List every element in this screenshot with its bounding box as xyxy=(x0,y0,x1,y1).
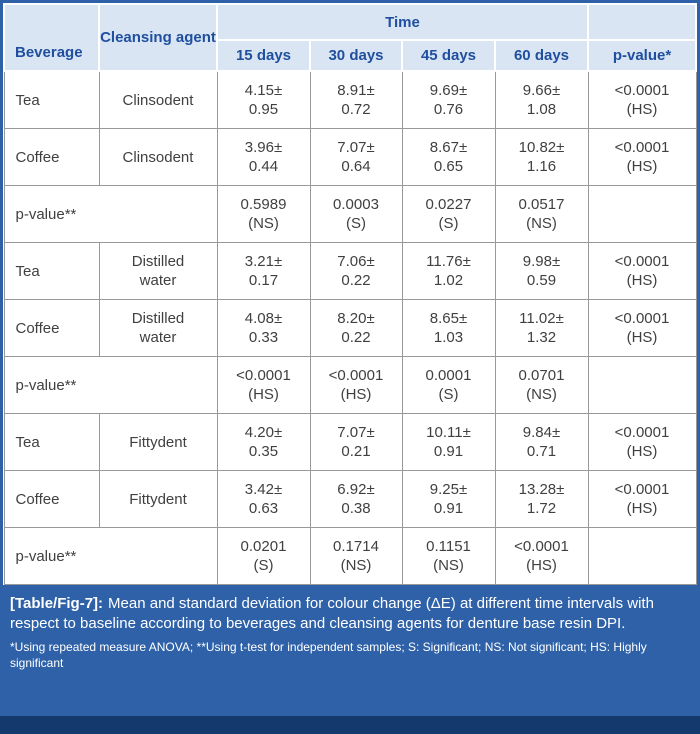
cell-value: 7.07± 0.64 xyxy=(309,128,403,186)
cell-agent: Clinsodent xyxy=(98,70,218,129)
cell-value: 8.65± 1.03 xyxy=(401,299,496,357)
cell-value: 0.1151 (NS) xyxy=(401,527,496,585)
header-45-days: 45 days xyxy=(401,39,496,72)
cell-value: 0.0517 (NS) xyxy=(494,185,589,243)
cell-value: 8.67± 0.65 xyxy=(401,128,496,186)
table-row-pvalue: p-value** <0.0001 (HS) <0.0001 (HS) 0.00… xyxy=(3,356,697,414)
table-body: Tea Clinsodent 4.15± 0.95 8.91± 0.72 9.6… xyxy=(3,70,697,585)
cell-value: 4.15± 0.95 xyxy=(216,70,311,129)
cell-value: 4.20± 0.35 xyxy=(216,413,311,471)
cell-agent: Clinsodent xyxy=(98,128,218,186)
cell-value: 11.02± 1.32 xyxy=(494,299,589,357)
cell-value: 7.06± 0.22 xyxy=(309,242,403,300)
header-row-top: Beverage Cleansing agent Time xyxy=(3,3,697,72)
cell-agent: Fittydent xyxy=(98,413,218,471)
cell-value: 6.92± 0.38 xyxy=(309,470,403,528)
cell-value: 3.96± 0.44 xyxy=(216,128,311,186)
cell-value: 10.82± 1.16 xyxy=(494,128,589,186)
cell-value: 9.84± 0.71 xyxy=(494,413,589,471)
cell-p-value xyxy=(587,527,697,585)
cell-p-value xyxy=(587,356,697,414)
cell-value: 0.0003 (S) xyxy=(309,185,403,243)
header-30-days: 30 days xyxy=(309,39,403,72)
header-time: Time xyxy=(216,3,589,41)
cell-value: 0.1714 (NS) xyxy=(309,527,403,585)
cell-value: 9.69± 0.76 xyxy=(401,70,496,129)
cell-value: <0.0001 (HS) xyxy=(309,356,403,414)
cell-value: 3.21± 0.17 xyxy=(216,242,311,300)
cell-p-value: <0.0001 (HS) xyxy=(587,242,697,300)
table-row: Coffee Clinsodent 3.96± 0.44 7.07± 0.64 … xyxy=(3,128,697,186)
cell-p-value: <0.0001 (HS) xyxy=(587,70,697,129)
cell-p-label: p-value** xyxy=(3,356,218,414)
cell-p-label: p-value** xyxy=(3,185,218,243)
cell-beverage: Tea xyxy=(3,413,100,471)
header-cleansing-agent: Cleansing agent xyxy=(98,3,218,72)
table-row: Tea Clinsodent 4.15± 0.95 8.91± 0.72 9.6… xyxy=(3,70,697,129)
cell-value: 8.91± 0.72 xyxy=(309,70,403,129)
cell-value: 4.08± 0.33 xyxy=(216,299,311,357)
cell-value: 7.07± 0.21 xyxy=(309,413,403,471)
cell-agent: Distilled water xyxy=(98,242,218,300)
cell-value: <0.0001 (HS) xyxy=(216,356,311,414)
header-beverage: Beverage xyxy=(3,3,100,72)
cell-value: <0.0001 (HS) xyxy=(494,527,589,585)
cell-p-value: <0.0001 (HS) xyxy=(587,470,697,528)
cell-beverage: Coffee xyxy=(3,299,100,357)
caption-text: Mean and standard deviation for colour c… xyxy=(10,595,654,632)
cell-beverage: Tea xyxy=(3,70,100,129)
cell-value: 9.98± 0.59 xyxy=(494,242,589,300)
cell-p-value xyxy=(587,185,697,243)
header-p-value: p-value* xyxy=(587,39,697,72)
cell-beverage: Tea xyxy=(3,242,100,300)
cell-p-label: p-value** xyxy=(3,527,218,585)
cell-value: 0.0001 (S) xyxy=(401,356,496,414)
cell-value: 8.20± 0.22 xyxy=(309,299,403,357)
header-60-days: 60 days xyxy=(494,39,589,72)
results-table-wrapper: Beverage Cleansing agent Time 15 days 30… xyxy=(3,3,697,585)
cell-value: 3.42± 0.63 xyxy=(216,470,311,528)
header-empty-cell xyxy=(587,3,697,41)
cell-value: 13.28± 1.72 xyxy=(494,470,589,528)
table-row: Coffee Fittydent 3.42± 0.63 6.92± 0.38 9… xyxy=(3,470,697,528)
cell-value: 0.0201 (S) xyxy=(216,527,311,585)
cell-beverage: Coffee xyxy=(3,128,100,186)
cell-value: 9.25± 0.91 xyxy=(401,470,496,528)
cell-beverage: Coffee xyxy=(3,470,100,528)
cell-p-value: <0.0001 (HS) xyxy=(587,299,697,357)
figure-caption: [Table/Fig-7]: Mean and standard deviatio… xyxy=(0,585,700,637)
cell-value: 10.11± 0.91 xyxy=(401,413,496,471)
table-row-pvalue: p-value** 0.5989 (NS) 0.0003 (S) 0.0227 … xyxy=(3,185,697,243)
results-table: Beverage Cleansing agent Time 15 days 30… xyxy=(3,3,697,585)
cell-value: 0.0701 (NS) xyxy=(494,356,589,414)
header-row-days: 15 days 30 days 45 days 60 days p-value* xyxy=(4,39,697,72)
cell-p-value: <0.0001 (HS) xyxy=(587,413,697,471)
cell-value: 9.66± 1.08 xyxy=(494,70,589,129)
cell-agent: Distilled water xyxy=(98,299,218,357)
cell-p-value: <0.0001 (HS) xyxy=(587,128,697,186)
table-row: Tea Distilled water 3.21± 0.17 7.06± 0.2… xyxy=(3,242,697,300)
cell-value: 0.0227 (S) xyxy=(401,185,496,243)
bottom-bar xyxy=(0,716,700,734)
table-row-pvalue: p-value** 0.0201 (S) 0.1714 (NS) 0.1151 … xyxy=(3,527,697,585)
table-header: Beverage Cleansing agent Time 15 days 30… xyxy=(3,3,697,72)
figure-footnote: *Using repeated measure ANOVA; **Using t… xyxy=(10,640,647,670)
header-15-days: 15 days xyxy=(216,39,311,72)
table-row: Coffee Distilled water 4.08± 0.33 8.20± … xyxy=(3,299,697,357)
cell-value: 11.76± 1.02 xyxy=(401,242,496,300)
cell-value: 0.5989 (NS) xyxy=(216,185,311,243)
table-row: Tea Fittydent 4.20± 0.35 7.07± 0.21 10.1… xyxy=(3,413,697,471)
caption-label: [Table/Fig-7]: xyxy=(10,595,104,612)
cell-agent: Fittydent xyxy=(98,470,218,528)
